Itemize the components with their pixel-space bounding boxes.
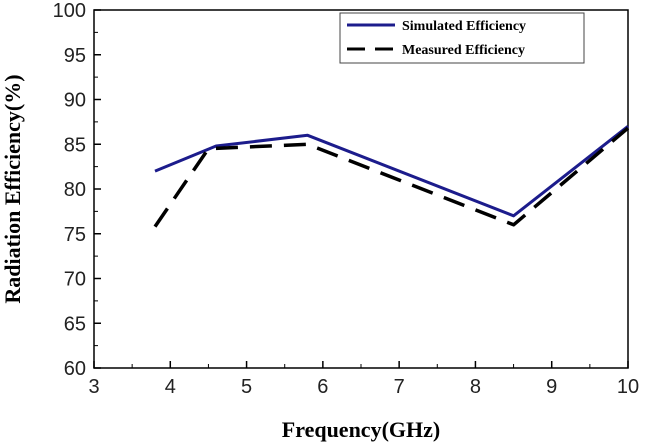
y-tick-label: 85: [64, 134, 86, 156]
y-axis-ticks: 60 65 70 75 80 85 90 95 100: [53, 0, 101, 380]
y-tick-label: 75: [64, 224, 86, 246]
y-tick-label: 80: [64, 179, 86, 201]
y-tick-label: 100: [53, 0, 86, 22]
legend-box: [339, 12, 585, 64]
x-axis-title: Frequency(GHz): [282, 417, 440, 442]
plot-area: [93, 9, 629, 369]
y-tick-label: 65: [64, 313, 86, 335]
x-tick-label: 10: [617, 376, 639, 398]
x-axis-ticks: 3 4 5 6 7 8 9 10: [88, 361, 639, 398]
legend: Simulated Efficiency Measured Efficiency: [339, 12, 585, 64]
legend-label-measured: Measured Efficiency: [402, 43, 525, 58]
x-tick-label: 3: [88, 376, 99, 398]
series-layer: [153, 125, 630, 228]
x-tick-label: 5: [241, 376, 252, 398]
y-tick-label: 70: [64, 269, 86, 291]
x-tick-label: 4: [165, 376, 176, 398]
y-tick-label: 95: [64, 45, 86, 67]
x-tick-label: 6: [317, 376, 328, 398]
series-line-simulated-efficiency: [154, 125, 629, 218]
x-tick-label: 8: [470, 376, 481, 398]
y-tick-label: 90: [64, 90, 86, 112]
x-tick-label: 7: [394, 376, 405, 398]
y-axis-title: Radiation Efficiency(%): [0, 74, 25, 303]
y-tick-label: 60: [64, 358, 86, 380]
legend-label-simulated: Simulated Efficiency: [402, 19, 526, 34]
x-tick-label: 9: [546, 376, 557, 398]
